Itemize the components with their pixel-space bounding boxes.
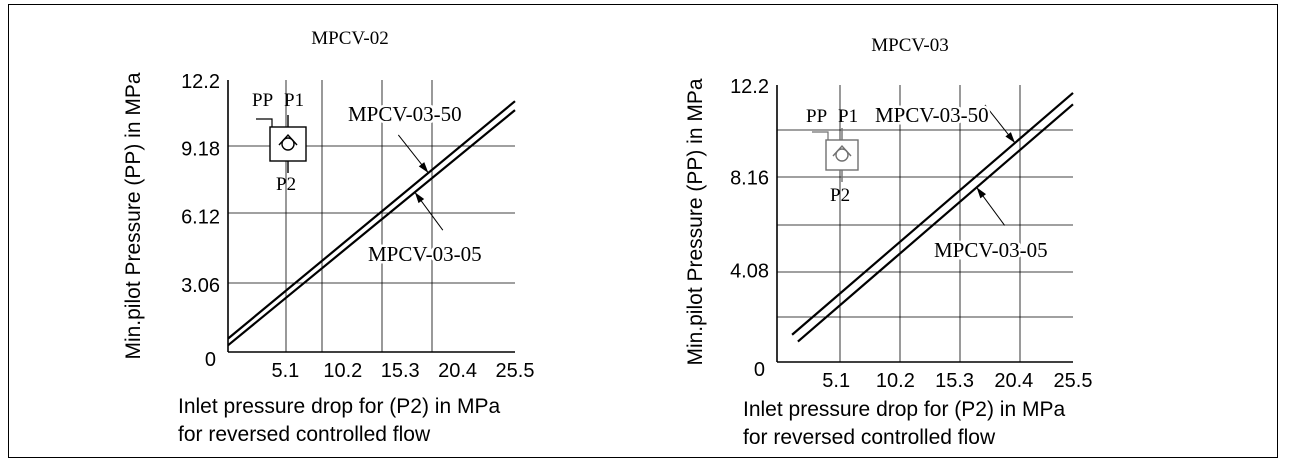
origin-label: 0 (205, 349, 216, 371)
valve-body (825, 139, 859, 171)
annotation-arrowhead (414, 192, 425, 204)
annotation-label: MPCV-03-50 (875, 103, 989, 127)
y-axis-label: Min.pilot Pressure (PP) in MPa (684, 78, 707, 365)
series-line-mpcv-03-50 (227, 100, 516, 340)
x-tick-label: 15.3 (381, 360, 420, 382)
series-line-mpcv-03-50 (791, 92, 1074, 336)
x-axis-label: Inlet pressure drop for (P2) in MPa (743, 398, 1065, 421)
chart-title: MPCV-02 (311, 28, 388, 49)
symbol-label-pp: PP (806, 106, 827, 127)
valve-body (269, 126, 307, 162)
check-ball (281, 137, 295, 151)
y-tick-label: 9.18 (181, 138, 220, 160)
valve-symbol-icon: PP P1 P2 (806, 106, 859, 206)
figure-frame (8, 4, 1278, 458)
annotation-label: MPCV-03-50 (348, 102, 462, 126)
y-tick-label: 8.16 (730, 168, 769, 190)
annotation-arrowhead (976, 187, 986, 199)
x-axis-label: Inlet pressure drop for (P2) in MPa (178, 395, 500, 418)
symbol-label-p2: P2 (276, 174, 296, 195)
chart-2: MPCV-03 4.08 8.16 12.2 5.1 10.2 15.3 20.4 25.5 0 M… (684, 35, 1092, 449)
origin-label: 0 (754, 359, 765, 381)
symbol-label-pp: PP (252, 90, 273, 111)
x-tick-label: 10.2 (876, 370, 915, 392)
annotation-arrowhead (418, 162, 429, 173)
x-tick-label: 15.3 (935, 370, 974, 392)
series-line-mpcv-03-05 (227, 109, 516, 347)
x-tick-label: 5.1 (822, 370, 850, 392)
symbol-label-p1: P1 (838, 106, 858, 127)
chart-1: MPCV-02 3.06 6.12 9.18 12.2 5.1 10.2 15.3 20.4 25… (122, 28, 534, 446)
x-tick-label: 10.2 (323, 360, 362, 382)
chart-title: MPCV-03 (871, 35, 948, 56)
valve-symbol-icon: PP P1 P2 (252, 90, 307, 195)
y-tick-label: 4.08 (730, 260, 769, 282)
x-axis-label-line2: for reversed controlled flow (743, 426, 996, 449)
x-tick-label: 20.4 (994, 370, 1033, 392)
annotation-label: MPCV-03-05 (368, 242, 482, 266)
x-tick-label: 25.5 (1054, 370, 1093, 392)
symbol-label-p2: P2 (830, 185, 850, 206)
check-ball (835, 148, 849, 162)
x-tick-label: 25.5 (496, 360, 535, 382)
pilot-line (812, 131, 829, 140)
y-tick-label: 3.06 (181, 275, 220, 297)
check-seat (278, 133, 298, 146)
series-line-mpcv-03-05 (797, 103, 1074, 343)
y-tick-label: 12.2 (730, 76, 769, 98)
annotation-arrowhead (1005, 132, 1015, 143)
x-tick-label: 20.4 (438, 360, 477, 382)
x-tick-label: 5.1 (271, 360, 299, 382)
check-seat (832, 144, 852, 157)
y-tick-label: 12.2 (181, 71, 220, 93)
pilot-line (256, 118, 273, 127)
x-axis-label-line2: for reversed controlled flow (178, 423, 431, 446)
y-axis-label: Min.pilot Pressure (PP) in MPa (122, 72, 145, 359)
y-tick-label: 6.12 (181, 207, 220, 229)
annotation-label: MPCV-03-05 (934, 238, 1048, 262)
symbol-label-p1: P1 (284, 90, 304, 111)
